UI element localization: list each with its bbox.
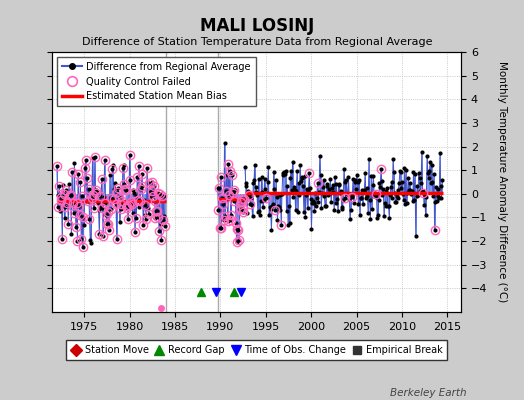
Text: Difference of Station Temperature Data from Regional Average: Difference of Station Temperature Data f… <box>82 37 432 47</box>
Text: MALI LOSINJ: MALI LOSINJ <box>200 17 314 35</box>
Legend: Difference from Regional Average, Quality Control Failed, Estimated Station Mean: Difference from Regional Average, Qualit… <box>57 57 256 106</box>
Legend: Station Move, Record Gap, Time of Obs. Change, Empirical Break: Station Move, Record Gap, Time of Obs. C… <box>67 340 447 360</box>
Text: Berkeley Earth: Berkeley Earth <box>390 388 466 398</box>
Y-axis label: Monthly Temperature Anomaly Difference (°C): Monthly Temperature Anomaly Difference (… <box>497 61 507 303</box>
